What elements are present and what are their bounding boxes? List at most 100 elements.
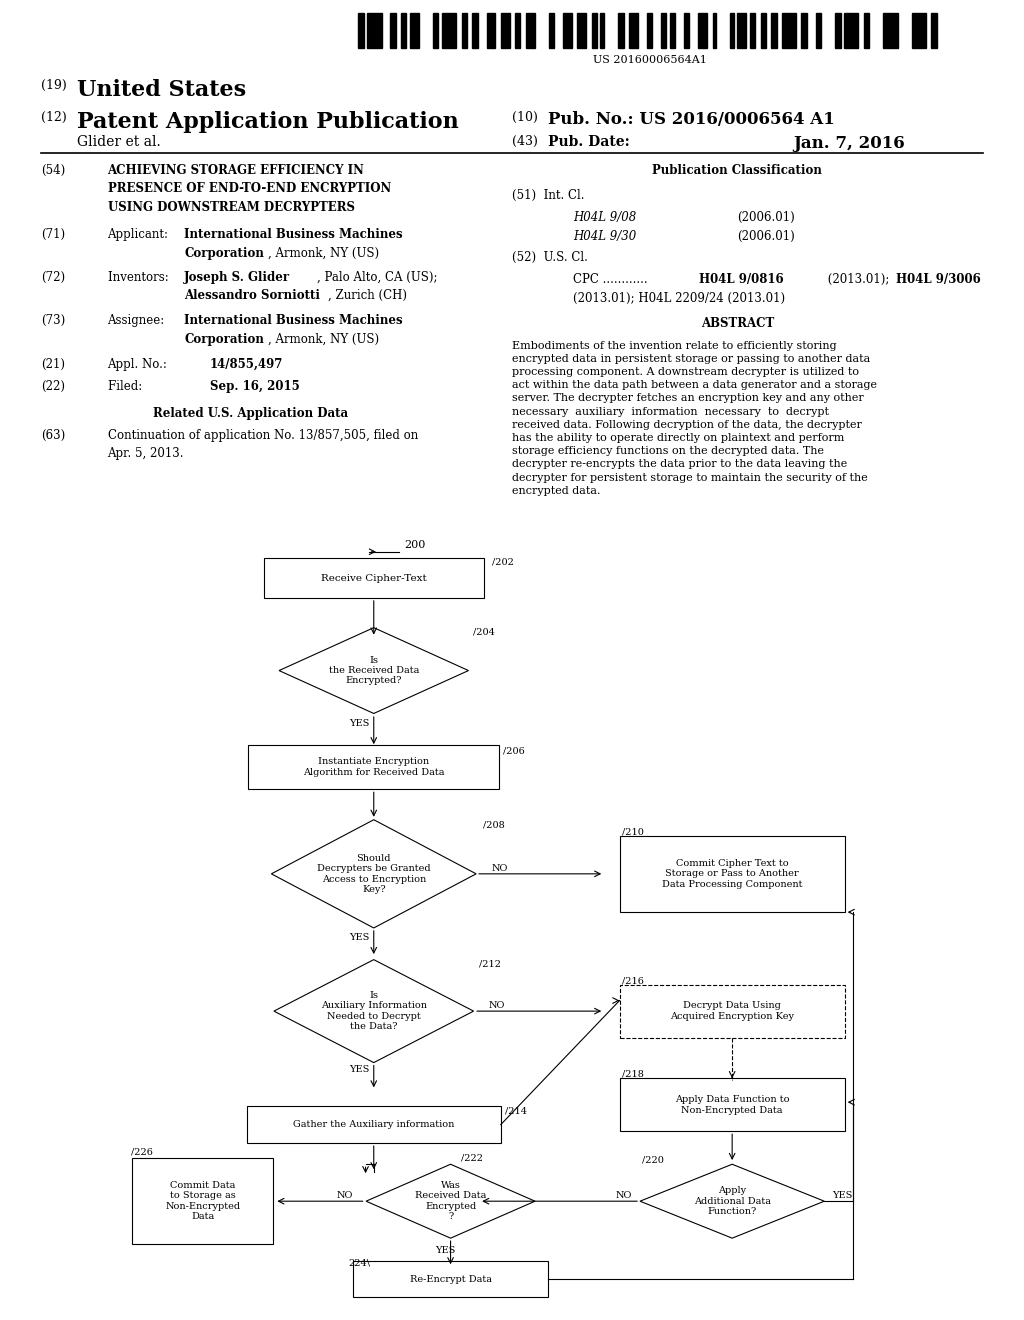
- Text: International Business Machines: International Business Machines: [184, 314, 403, 327]
- Text: /212: /212: [479, 960, 501, 968]
- Bar: [433, 13, 438, 48]
- Text: /208: /208: [483, 821, 505, 829]
- Text: (72): (72): [41, 271, 66, 284]
- Bar: [911, 13, 926, 48]
- Text: Decrypt Data Using
Acquired Encryption Key: Decrypt Data Using Acquired Encryption K…: [670, 1002, 795, 1020]
- Bar: [844, 13, 858, 48]
- Text: (22): (22): [41, 380, 65, 393]
- Text: Re-Encrypt Data: Re-Encrypt Data: [410, 1275, 492, 1283]
- Text: Sep. 16, 2015: Sep. 16, 2015: [210, 380, 300, 393]
- Polygon shape: [279, 628, 469, 713]
- Text: YES: YES: [349, 1065, 370, 1073]
- Text: NO: NO: [615, 1192, 632, 1200]
- Bar: [647, 13, 652, 48]
- Text: /216: /216: [622, 977, 643, 985]
- FancyBboxPatch shape: [264, 558, 484, 598]
- Text: Instantiate Encryption
Algorithm for Received Data: Instantiate Encryption Algorithm for Rec…: [303, 758, 444, 776]
- Text: Patent Application Publication: Patent Application Publication: [77, 111, 459, 133]
- Bar: [549, 13, 554, 48]
- Bar: [563, 13, 572, 48]
- Text: Glider et al.: Glider et al.: [77, 135, 161, 149]
- Text: , Palo Alto, CA (US);: , Palo Alto, CA (US);: [317, 271, 438, 284]
- Bar: [713, 13, 716, 48]
- Text: (2013.01); H04L 2209/24 (2013.01): (2013.01); H04L 2209/24 (2013.01): [573, 292, 785, 305]
- Text: YES: YES: [349, 933, 370, 941]
- Text: (21): (21): [41, 358, 65, 371]
- Text: Corporation: Corporation: [184, 333, 264, 346]
- Text: Inventors:: Inventors:: [108, 271, 172, 284]
- Text: (43): (43): [512, 135, 538, 148]
- Text: Pub. No.: US 2016/0006564 A1: Pub. No.: US 2016/0006564 A1: [548, 111, 835, 128]
- Text: /214: /214: [505, 1107, 526, 1115]
- Bar: [368, 13, 382, 48]
- Text: CPC ............: CPC ............: [573, 273, 648, 286]
- Bar: [670, 13, 675, 48]
- Text: Embodiments of the invention relate to efficiently storing
encrypted data in per: Embodiments of the invention relate to e…: [512, 341, 877, 496]
- Text: ACHIEVING STORAGE EFFICIENCY IN: ACHIEVING STORAGE EFFICIENCY IN: [108, 164, 365, 177]
- Text: Apr. 5, 2013.: Apr. 5, 2013.: [108, 447, 184, 461]
- Bar: [462, 13, 467, 48]
- Text: Assignee:: Assignee:: [108, 314, 169, 327]
- Bar: [761, 13, 766, 48]
- Bar: [515, 13, 520, 48]
- Bar: [932, 13, 937, 48]
- Bar: [401, 13, 407, 48]
- Polygon shape: [273, 960, 473, 1063]
- Text: (2013.01);: (2013.01);: [824, 273, 894, 286]
- Text: Is
the Received Data
Encrypted?: Is the Received Data Encrypted?: [329, 656, 419, 685]
- Bar: [486, 13, 496, 48]
- Text: , Armonk, NY (US): , Armonk, NY (US): [268, 333, 380, 346]
- Bar: [600, 13, 604, 48]
- Text: 200: 200: [404, 540, 426, 550]
- Text: /204: /204: [473, 628, 495, 636]
- Text: NO: NO: [488, 1002, 505, 1010]
- Text: H04L 9/30: H04L 9/30: [573, 230, 637, 243]
- Text: YES: YES: [349, 719, 370, 727]
- Text: (73): (73): [41, 314, 66, 327]
- Text: Applicant:: Applicant:: [108, 228, 172, 242]
- Text: H04L 9/3006: H04L 9/3006: [896, 273, 981, 286]
- Text: Filed:: Filed:: [108, 380, 168, 393]
- Text: (54): (54): [41, 164, 66, 177]
- Text: Jan. 7, 2016: Jan. 7, 2016: [794, 135, 905, 152]
- Text: (12): (12): [41, 111, 67, 124]
- Text: (71): (71): [41, 228, 66, 242]
- Text: Was
Received Data
Encrypted
?: Was Received Data Encrypted ?: [415, 1181, 486, 1221]
- Text: United States: United States: [77, 79, 246, 102]
- Text: , Zurich (CH): , Zurich (CH): [328, 289, 407, 302]
- FancyBboxPatch shape: [620, 1078, 845, 1131]
- Text: /220: /220: [642, 1156, 664, 1164]
- Text: Apply
Additional Data
Function?: Apply Additional Data Function?: [693, 1187, 771, 1216]
- Bar: [629, 13, 638, 48]
- Bar: [864, 13, 869, 48]
- Text: NO: NO: [337, 1192, 353, 1200]
- FancyBboxPatch shape: [620, 985, 845, 1038]
- Bar: [802, 13, 807, 48]
- FancyBboxPatch shape: [248, 744, 500, 789]
- Text: International Business Machines: International Business Machines: [184, 228, 403, 242]
- Text: (51)  Int. Cl.: (51) Int. Cl.: [512, 189, 585, 202]
- Bar: [730, 13, 734, 48]
- Polygon shape: [640, 1164, 824, 1238]
- FancyBboxPatch shape: [353, 1262, 548, 1296]
- Bar: [442, 13, 457, 48]
- Text: 224\: 224\: [348, 1259, 370, 1267]
- Text: Appl. No.:: Appl. No.:: [108, 358, 171, 371]
- Text: Continuation of application No. 13/857,505, filed on: Continuation of application No. 13/857,5…: [108, 429, 418, 442]
- Bar: [684, 13, 689, 48]
- Text: , Armonk, NY (US): , Armonk, NY (US): [268, 247, 380, 260]
- FancyBboxPatch shape: [620, 836, 845, 912]
- Text: H04L 9/08: H04L 9/08: [573, 211, 637, 224]
- Text: Receive Cipher-Text: Receive Cipher-Text: [321, 574, 427, 582]
- Text: (2006.01): (2006.01): [737, 230, 795, 243]
- Text: /202: /202: [492, 558, 513, 566]
- Text: YES: YES: [435, 1246, 456, 1254]
- Bar: [390, 13, 395, 48]
- Text: Related U.S. Application Data: Related U.S. Application Data: [154, 407, 348, 420]
- Text: USING DOWNSTREAM DECRYPTERS: USING DOWNSTREAM DECRYPTERS: [108, 201, 354, 214]
- Text: US 20160006564A1: US 20160006564A1: [593, 55, 708, 66]
- Polygon shape: [367, 1164, 535, 1238]
- Text: /222: /222: [461, 1154, 482, 1162]
- Text: H04L 9/0816: H04L 9/0816: [699, 273, 784, 286]
- Polygon shape: [271, 820, 476, 928]
